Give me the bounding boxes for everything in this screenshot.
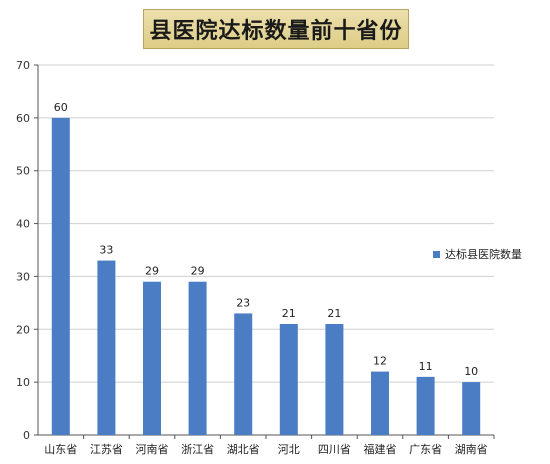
bar [462, 382, 481, 435]
x-tick-label: 浙江省 [181, 443, 214, 456]
y-tick-label: 70 [16, 59, 30, 72]
x-tick-label: 山东省 [44, 443, 77, 456]
y-tick-label: 40 [16, 218, 30, 231]
x-tick-label: 湖南省 [455, 443, 488, 456]
y-tick-label: 10 [16, 376, 30, 389]
x-tick-label: 福建省 [364, 442, 397, 456]
data-label: 21 [327, 307, 341, 320]
y-tick-label: 0 [23, 429, 30, 442]
bar [143, 281, 161, 435]
data-label: 23 [236, 296, 250, 309]
bar [325, 324, 344, 435]
bar [51, 117, 70, 435]
y-tick-label: 30 [16, 270, 30, 283]
x-tick-label: 河北 [278, 443, 300, 456]
bar [97, 260, 116, 435]
data-label: 60 [54, 101, 68, 114]
x-tick-label: 湖北省 [227, 443, 260, 456]
x-tick-label: 四川省 [318, 443, 351, 456]
bar [234, 313, 253, 435]
chart-title: 县医院达标数量前十省份 [143, 9, 409, 49]
x-tick-label: 广东省 [409, 443, 442, 456]
legend: 达标县医院数量 [433, 246, 522, 262]
legend-swatch [433, 250, 440, 258]
bar [279, 324, 298, 435]
data-label: 29 [145, 265, 159, 278]
bar [371, 371, 389, 435]
data-label: 29 [191, 265, 205, 278]
y-tick-label: 60 [16, 112, 30, 125]
data-label: 11 [419, 360, 433, 373]
data-label: 33 [99, 244, 113, 257]
bar [188, 281, 207, 435]
bar [416, 376, 435, 435]
x-tick-label: 河南省 [136, 443, 169, 456]
y-tick-label: 50 [16, 165, 30, 178]
data-label: 10 [464, 365, 478, 378]
data-label: 21 [282, 307, 296, 320]
legend-label: 达标县医院数量 [445, 248, 522, 261]
data-label: 12 [373, 355, 387, 368]
y-tick-label: 20 [16, 323, 30, 336]
x-tick-label: 江苏省 [90, 443, 123, 456]
